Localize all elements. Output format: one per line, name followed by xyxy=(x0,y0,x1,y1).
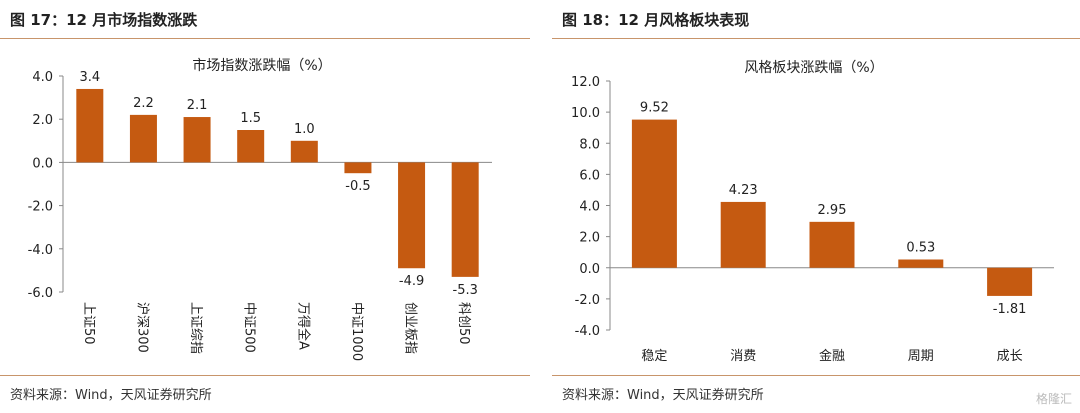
data-label: -0.5 xyxy=(345,179,370,194)
category-label: 消费 xyxy=(730,349,756,364)
y-tick-label: -2.0 xyxy=(575,293,600,308)
data-label: 3.4 xyxy=(79,70,100,85)
category-label: 上证综指 xyxy=(188,302,203,354)
bar-金融 xyxy=(809,221,855,268)
category-label: 稳定 xyxy=(641,348,667,364)
right-source-rule xyxy=(552,375,1080,376)
bar-中证500 xyxy=(237,130,265,163)
watermark-logo: 格隆汇 xyxy=(1035,392,1072,406)
bar-中证1000 xyxy=(344,162,372,174)
bar-沪深300 xyxy=(129,114,157,163)
y-tick-label: 0.0 xyxy=(32,156,53,171)
y-tick-label: 4.0 xyxy=(579,200,600,215)
category-label: 沪深300 xyxy=(134,302,150,353)
chart-title: 风格板块涨跌幅（%） xyxy=(744,60,883,76)
bar-上证50 xyxy=(76,88,104,163)
right-source-note: 资料来源：Wind，天风证券研究所 xyxy=(562,388,764,403)
left-figure-panel: 图 17：12 月市场指数涨跌 市场指数涨跌幅（%） 4.0 2.0 0.0 -2.0 -… xyxy=(0,0,530,413)
right-title-rule xyxy=(552,38,1080,39)
y-tick-label: 10.0 xyxy=(571,106,600,121)
category-label: 万得全A xyxy=(295,302,311,350)
category-label: 成长 xyxy=(997,349,1023,364)
data-label: -4.9 xyxy=(399,274,424,289)
market-index-chart: 市场指数涨跌幅（%） 4.0 2.0 0.0 -2.0 -4.0 -6.0 3.4 上证50 2.… xyxy=(28,57,492,361)
bar-成长 xyxy=(987,267,1033,296)
category-label: 中证500 xyxy=(242,302,257,353)
category-label: 上证50 xyxy=(81,302,96,345)
left-figure-title: 图 17：12 月市场指数涨跌 xyxy=(10,11,198,29)
bar-消费 xyxy=(720,201,766,268)
category-label: 金融 xyxy=(819,348,845,364)
category-label: 科创50 xyxy=(456,302,471,345)
data-label: 1.0 xyxy=(294,122,315,137)
bar-科创50 xyxy=(451,162,479,277)
bar-周期 xyxy=(898,259,944,268)
y-tick-label: -4.0 xyxy=(575,324,600,339)
y-tick-label: 0.0 xyxy=(579,262,600,277)
data-label: -5.3 xyxy=(453,283,478,298)
right-figure-title: 图 18：12 月风格板块表现 xyxy=(562,11,750,29)
data-label: -1.81 xyxy=(993,302,1027,317)
left-source-note: 资料来源：Wind，天风证券研究所 xyxy=(10,388,212,403)
category-label: 周期 xyxy=(908,349,934,364)
y-tick-label: 4.0 xyxy=(32,70,53,85)
bar-创业板指 xyxy=(398,162,426,269)
left-title-rule xyxy=(0,38,530,39)
bar-万得全A xyxy=(290,140,318,163)
y-tick-label: 6.0 xyxy=(579,168,600,183)
left-source-rule xyxy=(0,375,530,376)
category-label: 创业板指 xyxy=(403,302,418,354)
chart-title: 市场指数涨跌幅（%） xyxy=(192,57,331,74)
data-label: 4.23 xyxy=(729,183,758,198)
data-label: 2.1 xyxy=(187,98,208,113)
right-figure-panel: 图 18：12 月风格板块表现 风格板块涨跌幅（%） 12.0 10.0 8.0 6.0… xyxy=(552,0,1080,413)
y-tick-label: 2.0 xyxy=(579,231,600,246)
data-label: 2.2 xyxy=(133,96,154,111)
category-label: 中证1000 xyxy=(349,302,364,361)
bar-上证综指 xyxy=(183,117,211,163)
y-tick-label: 12.0 xyxy=(571,75,600,90)
data-label: 9.52 xyxy=(640,101,669,116)
style-sector-chart: 风格板块涨跌幅（%） 12.0 10.0 8.0 6.0 4.0 2.0 0.0 -2.0 -4.… xyxy=(571,60,1054,364)
data-label: 0.53 xyxy=(906,241,935,256)
data-label: 1.5 xyxy=(240,111,261,126)
y-tick-label: -4.0 xyxy=(28,243,53,258)
data-label: 2.95 xyxy=(818,203,847,218)
y-tick-label: -6.0 xyxy=(28,286,53,301)
y-tick-label: -2.0 xyxy=(28,200,53,215)
y-tick-label: 8.0 xyxy=(579,137,600,152)
bar-稳定 xyxy=(631,119,677,268)
y-tick-label: 2.0 xyxy=(32,113,53,128)
